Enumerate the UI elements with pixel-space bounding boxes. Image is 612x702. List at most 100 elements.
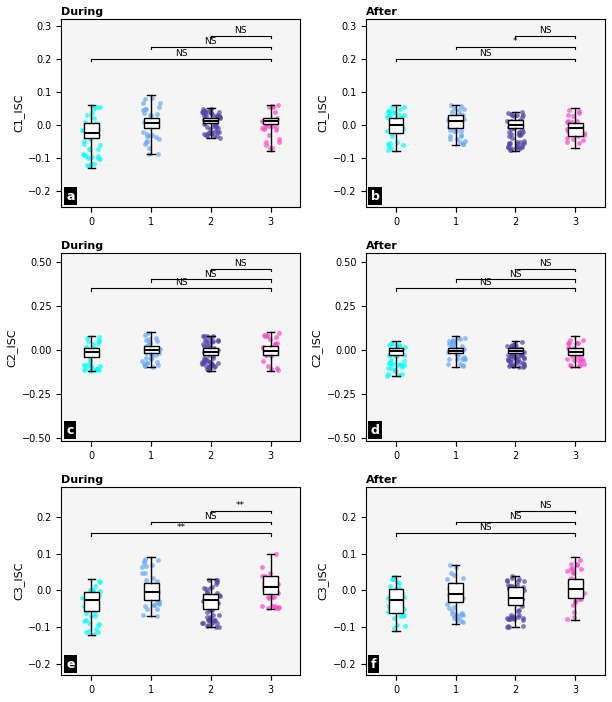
Point <box>579 359 589 370</box>
Point <box>259 583 269 594</box>
Point <box>459 344 469 355</box>
Point <box>204 613 214 624</box>
Point <box>94 618 104 630</box>
Point <box>208 336 218 347</box>
Point <box>205 615 215 626</box>
Point <box>92 363 102 374</box>
Point <box>209 345 218 357</box>
Point <box>514 121 524 132</box>
Point <box>86 361 95 372</box>
Point <box>450 121 460 133</box>
Point <box>91 623 101 635</box>
Text: NS: NS <box>479 279 492 287</box>
Point <box>203 336 213 347</box>
Point <box>200 106 210 117</box>
Point <box>269 592 279 603</box>
Point <box>78 149 88 160</box>
Point <box>504 582 513 593</box>
Point <box>442 574 452 585</box>
Point <box>460 354 469 365</box>
Point <box>513 611 523 623</box>
Point <box>82 110 92 121</box>
Point <box>258 343 268 354</box>
Point <box>144 143 154 154</box>
Point <box>147 351 157 362</box>
Point <box>198 596 207 607</box>
Text: NS: NS <box>234 26 247 34</box>
PathPatch shape <box>568 123 583 136</box>
Point <box>449 126 459 137</box>
Point <box>564 105 574 116</box>
Point <box>200 582 209 593</box>
Point <box>387 130 397 141</box>
Point <box>138 104 147 115</box>
Point <box>575 137 584 148</box>
Point <box>460 333 469 344</box>
Point <box>267 100 277 112</box>
Point <box>392 119 402 130</box>
Point <box>458 572 468 583</box>
PathPatch shape <box>203 118 218 123</box>
Point <box>146 109 156 120</box>
Point <box>390 107 400 119</box>
Point <box>143 343 152 355</box>
Point <box>81 364 91 375</box>
Point <box>578 355 588 366</box>
Point <box>454 589 464 600</box>
Point <box>148 573 158 584</box>
Point <box>506 610 515 621</box>
Point <box>261 122 271 133</box>
Point <box>204 361 214 372</box>
Point <box>502 575 512 586</box>
Point <box>89 342 99 353</box>
Point <box>395 611 405 622</box>
Point <box>384 140 394 152</box>
Point <box>572 116 582 127</box>
Point <box>457 353 466 364</box>
Point <box>259 330 269 341</box>
Point <box>266 143 275 154</box>
Text: During: During <box>61 7 103 17</box>
Point <box>447 336 457 347</box>
Point <box>505 355 515 366</box>
Point <box>398 602 408 614</box>
PathPatch shape <box>263 346 278 355</box>
Point <box>515 597 525 609</box>
Point <box>88 102 98 114</box>
Point <box>506 590 516 601</box>
Point <box>513 351 523 362</box>
Point <box>83 592 93 604</box>
Point <box>572 338 581 349</box>
Point <box>400 110 409 121</box>
Point <box>214 334 223 345</box>
Point <box>383 138 393 150</box>
Point <box>386 138 395 149</box>
Point <box>90 580 100 591</box>
Point <box>88 152 97 163</box>
Point <box>144 338 154 350</box>
Point <box>444 121 454 133</box>
Point <box>386 128 395 139</box>
Text: After: After <box>366 7 398 17</box>
Point <box>152 109 162 120</box>
Point <box>81 341 91 352</box>
Point <box>95 153 105 164</box>
Text: NS: NS <box>174 49 187 58</box>
Point <box>447 343 457 355</box>
Point <box>562 614 572 625</box>
Point <box>146 350 156 361</box>
Point <box>202 355 212 366</box>
Point <box>149 600 159 611</box>
Point <box>207 592 217 603</box>
Point <box>570 597 580 608</box>
Point <box>272 331 282 342</box>
Point <box>261 118 271 129</box>
Point <box>506 343 516 355</box>
Text: After: After <box>366 475 398 485</box>
Point <box>198 338 207 349</box>
Point <box>272 112 282 124</box>
Point <box>384 362 394 373</box>
Point <box>452 614 461 625</box>
Point <box>567 564 577 575</box>
Point <box>137 567 147 578</box>
